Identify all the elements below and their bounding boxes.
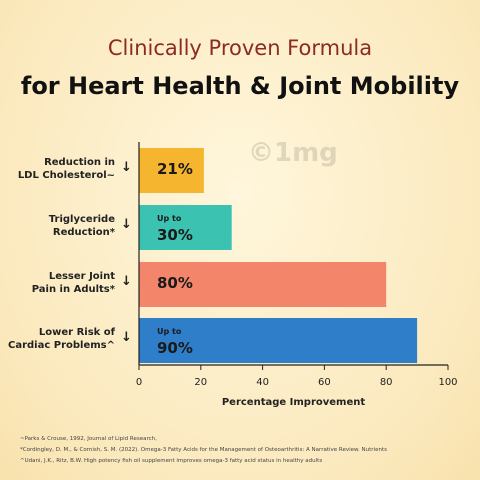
x-tick-label: 60 bbox=[318, 377, 331, 388]
category-label: Reduction in LDL Cholesterol~ bbox=[17, 157, 115, 181]
bar bbox=[139, 318, 418, 363]
category-label: Lower Risk of Cardiac Problems^ bbox=[7, 327, 115, 351]
down-arrow: ↓ bbox=[121, 330, 132, 345]
value-label: 21% bbox=[157, 160, 193, 178]
down-arrow: ↓ bbox=[121, 160, 132, 175]
footnote: *Cordingley, D. M., & Cornish, S. M. (20… bbox=[20, 447, 387, 453]
value-label: 80% bbox=[157, 274, 193, 292]
x-tick-label: 40 bbox=[256, 377, 269, 388]
x-tick-label: 100 bbox=[438, 377, 458, 388]
value-label: Up to 30% bbox=[157, 214, 193, 244]
bar bbox=[139, 205, 232, 250]
category-label: Triglyceride Reduction* bbox=[48, 214, 115, 238]
x-axis-label: Percentage Improvement bbox=[221, 397, 366, 408]
chart-title: Clinically Proven Formula bbox=[107, 36, 373, 60]
footnote: ~Parks & Crouse, 1992, Journal of Lipid … bbox=[20, 436, 157, 442]
down-arrow: ↓ bbox=[121, 274, 132, 289]
value-label: Up to 90% bbox=[157, 327, 193, 357]
x-tick-label: 20 bbox=[194, 377, 208, 388]
footnote: ^Udani, J.K., Ritz, B.W. High potency fi… bbox=[20, 458, 323, 464]
bar bbox=[139, 262, 387, 307]
category-label: Lesser Joint Pain in Adults* bbox=[31, 271, 115, 295]
bar bbox=[139, 148, 204, 193]
watermark: ©1mg bbox=[248, 138, 338, 168]
x-tick-label: 0 bbox=[135, 377, 143, 388]
chart-subtitle: for Heart Health & Joint Mobility bbox=[20, 72, 460, 100]
x-tick-label: 80 bbox=[379, 377, 393, 388]
down-arrow: ↓ bbox=[121, 217, 132, 232]
